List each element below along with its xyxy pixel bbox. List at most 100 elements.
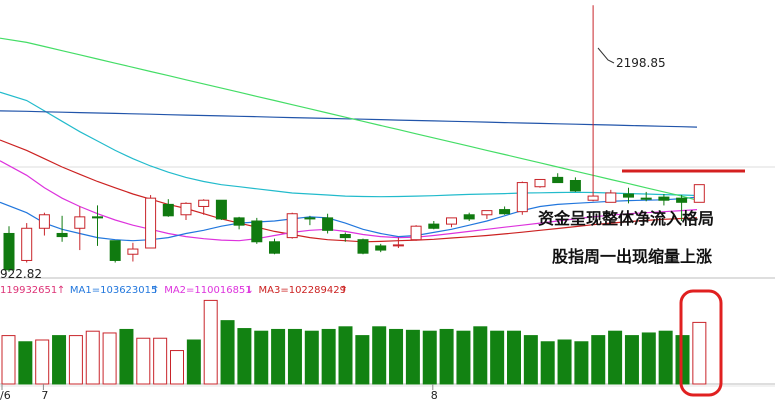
volume-bar [18,341,33,385]
candle [74,206,86,251]
volume-bar [372,326,387,385]
candle-body [534,178,546,188]
candle [534,178,546,188]
volume-bar [254,330,269,385]
time-tick-label: 8 [431,389,438,400]
volume-bar [490,330,505,385]
volume-bar [287,328,302,385]
candle [640,191,652,202]
candle [392,237,404,248]
time-tick-label: /6 [0,389,11,400]
volume-bar [574,341,589,385]
candle-body [640,197,652,200]
volume-legend-arrow: ↑ [57,285,65,296]
candle [109,240,121,263]
candle-body [251,220,263,243]
time-tick-label: 7 [41,389,48,400]
volume-bar [220,320,235,385]
moving-average-line [0,37,698,201]
volume-bar [52,335,67,385]
volume-bar [1,335,16,385]
moving-average-line [0,139,698,243]
candles [3,5,705,272]
candle [481,210,493,219]
candle-body [92,216,103,219]
volume-legend-arrow: ↓ [246,285,254,296]
volume-legend-arrow: ↑ [340,285,348,296]
moving-average-line [0,110,698,128]
candle-body [446,217,457,225]
candle [446,217,457,228]
candle-body [392,244,404,247]
volume-bar [304,330,319,385]
volume-bar [523,335,538,385]
candle-body [145,197,157,249]
candle [410,225,422,241]
volume-bar [102,332,117,385]
volume-bar [85,330,100,385]
candle [180,202,192,220]
candle-body [357,239,369,254]
volume-bar [608,330,623,385]
candle-body [410,225,422,241]
volume-bar [136,337,151,385]
last-volume-highlight [679,289,723,397]
volume-bar [439,328,454,385]
moving-average-line [0,91,698,198]
candle-body [127,248,139,255]
candle-body [676,197,688,203]
volume-bar [186,339,201,385]
candle-body [269,241,280,254]
candle [198,199,210,215]
candle [357,238,369,255]
candle-body [481,210,493,216]
candle [658,194,670,206]
candle [304,215,316,226]
high-marker-line [597,47,615,64]
volume-bar [389,328,404,385]
candle-body [516,182,528,213]
volume-bar [591,335,606,385]
candle-body [74,216,86,229]
candle [499,206,511,215]
volume-bar [170,350,184,385]
candle-body [693,184,705,203]
volume-bar [271,328,286,385]
volume-bar [473,326,488,385]
candle [322,213,334,234]
volume-legend-arrow: ↑ [151,285,159,296]
candle-body [286,213,298,239]
moving-average-lines [0,37,698,243]
volume-bar [119,328,134,385]
volume-bar [658,330,673,385]
volume-bar [405,329,420,385]
candle [569,177,581,192]
candle [428,221,440,230]
candle [162,199,174,217]
volume-bar [153,337,168,385]
candle [552,173,564,184]
candle-body [109,240,121,261]
candle-body [623,193,634,198]
volume-bar [68,335,83,385]
candle [623,187,634,204]
moving-average-line [0,196,698,242]
volume-bar [35,339,50,385]
volume-bar [624,335,639,385]
candle-body [428,223,440,229]
candle [38,212,50,236]
volume-bar [355,335,370,385]
volume-bar [507,330,521,385]
candle [339,232,351,242]
volume-bar [237,328,252,385]
candle [56,215,68,242]
candle-body [38,214,50,229]
volume-legend-value: MA1=103623015 [70,285,157,296]
candle [587,5,599,202]
candle-body [463,214,475,220]
volume-bar [557,339,572,385]
candle-body [21,227,33,261]
volume-legend-value: MA3=102289429 [259,285,346,296]
candle-body [3,232,15,271]
